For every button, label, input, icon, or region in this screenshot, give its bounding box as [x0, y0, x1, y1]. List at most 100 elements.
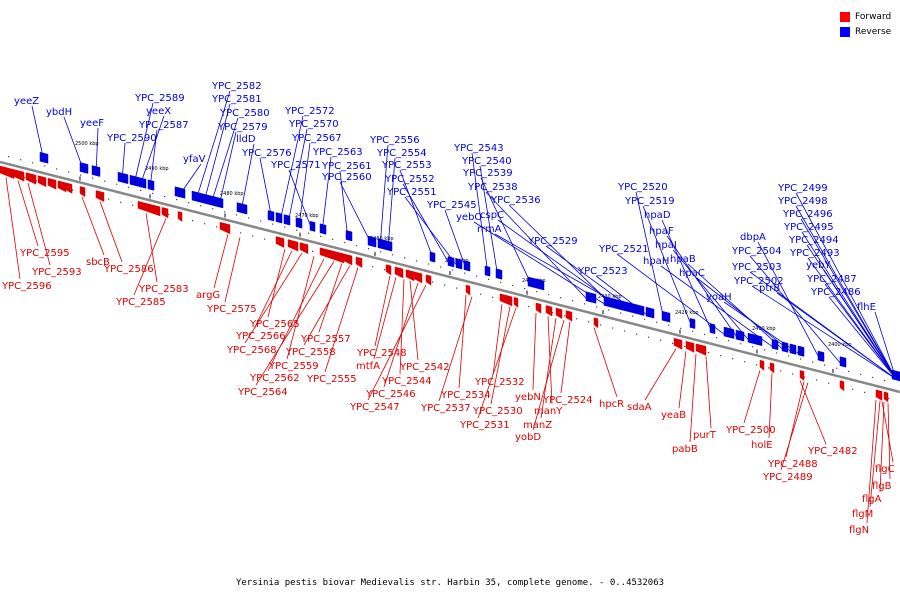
forward-label-leader	[678, 351, 687, 409]
forward-gene-label: YPC_2583	[138, 284, 189, 295]
minor-tick	[252, 235, 254, 237]
minor-tick	[8, 156, 10, 158]
reverse-label-leader	[402, 183, 451, 266]
minor-tick	[512, 284, 514, 287]
forward-label-leader	[705, 356, 712, 429]
forward-gene-arrow	[385, 264, 392, 276]
reverse-gene-arrow	[319, 223, 327, 235]
forward-gene-label: YPC_2586	[103, 264, 154, 275]
reverse-label-leader	[874, 311, 897, 380]
forward-gene-arrow	[219, 221, 231, 235]
forward-gene-arrow	[137, 200, 161, 217]
reverse-gene-label: ptrB	[759, 283, 780, 294]
minor-tick	[624, 330, 626, 332]
minor-tick	[204, 223, 206, 225]
scale-tick-label: 2430 kbp	[598, 294, 622, 300]
minor-tick	[480, 293, 482, 295]
minor-tick	[92, 177, 94, 179]
forward-label-leader	[267, 258, 325, 372]
minor-tick	[32, 162, 34, 164]
reverse-label-leader	[823, 269, 897, 380]
forward-label-leader	[373, 277, 397, 360]
forward-label-leader	[17, 180, 39, 247]
minor-tick	[720, 355, 722, 357]
forward-label-leader	[644, 348, 677, 401]
minor-tick	[848, 370, 850, 372]
reverse-gene-arrow	[117, 171, 129, 185]
reverse-gene-label: YPC_2581	[211, 94, 262, 105]
minor-tick	[680, 327, 682, 329]
forward-label-leader	[438, 296, 473, 402]
reverse-gene-label: hpaC	[679, 268, 705, 279]
minor-tick	[884, 379, 886, 382]
forward-gene-arrow	[839, 380, 845, 392]
reverse-gene-label: YPC_2543	[453, 143, 504, 154]
minor-tick	[648, 336, 650, 338]
minor-tick	[708, 351, 710, 354]
minor-tick	[116, 183, 118, 185]
forward-gene-label: flgC	[875, 464, 895, 475]
reverse-gene-label: YPC_2551	[386, 187, 437, 198]
minor-tick	[488, 278, 490, 280]
forward-gene-label: YPC_2585	[115, 297, 166, 308]
forward-gene-label: YPC_2488	[767, 459, 818, 470]
minor-tick	[384, 269, 386, 271]
forward-gene-label: YPC_2531	[459, 420, 510, 431]
reverse-gene-arrow	[645, 306, 655, 319]
reverse-gene-label: YPC_2503	[731, 262, 782, 273]
forward-gene-label: flgB	[872, 481, 892, 492]
reverse-gene-label: YPC_2494	[788, 235, 839, 246]
forward-gene-arrow	[695, 343, 707, 356]
minor-tick	[320, 235, 322, 237]
forward-label-leader	[532, 320, 565, 431]
forward-gene-label: YPC_2562	[249, 373, 300, 384]
minor-tick	[836, 367, 838, 369]
minor-tick	[108, 198, 110, 200]
forward-gene-arrow	[355, 256, 363, 268]
reverse-label-leader	[642, 205, 693, 327]
reverse-gene-label: YPC_2538	[467, 182, 518, 193]
forward-gene-label: mtfA	[356, 361, 380, 372]
reverse-label-leader	[287, 128, 308, 224]
reverse-gene-label: YPC_2539	[462, 168, 513, 179]
forward-label-leader	[286, 256, 315, 360]
minor-tick	[452, 269, 454, 271]
forward-gene-arrow	[685, 340, 695, 353]
forward-gene-label: YPC_2482	[807, 446, 858, 457]
forward-gene-label: YPC_2596	[1, 281, 52, 292]
minor-tick	[264, 238, 266, 240]
minor-tick	[440, 266, 442, 268]
reverse-gene-label: YPC_2560	[321, 172, 372, 183]
forward-gene-label: purT	[693, 430, 717, 441]
forward-gene-label: YPC_2565	[249, 319, 300, 330]
forward-gene-arrow	[425, 274, 432, 286]
reverse-gene-arrow	[635, 304, 645, 316]
minor-tick	[636, 333, 638, 335]
forward-gene-label: YPC_2500	[725, 425, 776, 436]
forward-gene-label: YPC_2548	[356, 348, 407, 359]
forward-label-leader	[869, 400, 881, 508]
reverse-gene-label: YPC_2587	[138, 120, 189, 131]
minor-tick	[776, 352, 778, 354]
reverse-label-leader	[149, 129, 158, 189]
minor-tick	[428, 263, 430, 265]
reverse-label-leader	[687, 263, 785, 351]
forward-gene-arrow	[875, 389, 883, 401]
forward-gene-arrow	[343, 253, 353, 266]
reverse-label-leader	[178, 163, 202, 196]
forward-label-leader	[81, 196, 105, 256]
reverse-label-leader	[95, 127, 99, 175]
reverse-gene-arrow	[295, 217, 303, 229]
reverse-gene-arrow	[817, 350, 825, 362]
reverse-label-leader	[321, 156, 332, 233]
reverse-gene-arrow	[627, 302, 637, 314]
minor-tick	[140, 189, 142, 191]
forward-gene-arrow	[57, 180, 67, 193]
reverse-label-leader	[723, 301, 801, 355]
reverse-gene-label: YPC_2486	[810, 287, 861, 298]
reverse-gene-label: YPC_2521	[598, 244, 649, 255]
reverse-gene-label: yoaH	[706, 292, 732, 303]
reverse-label-leader	[661, 219, 713, 333]
forward-gene-label: YPC_2530	[472, 406, 523, 417]
